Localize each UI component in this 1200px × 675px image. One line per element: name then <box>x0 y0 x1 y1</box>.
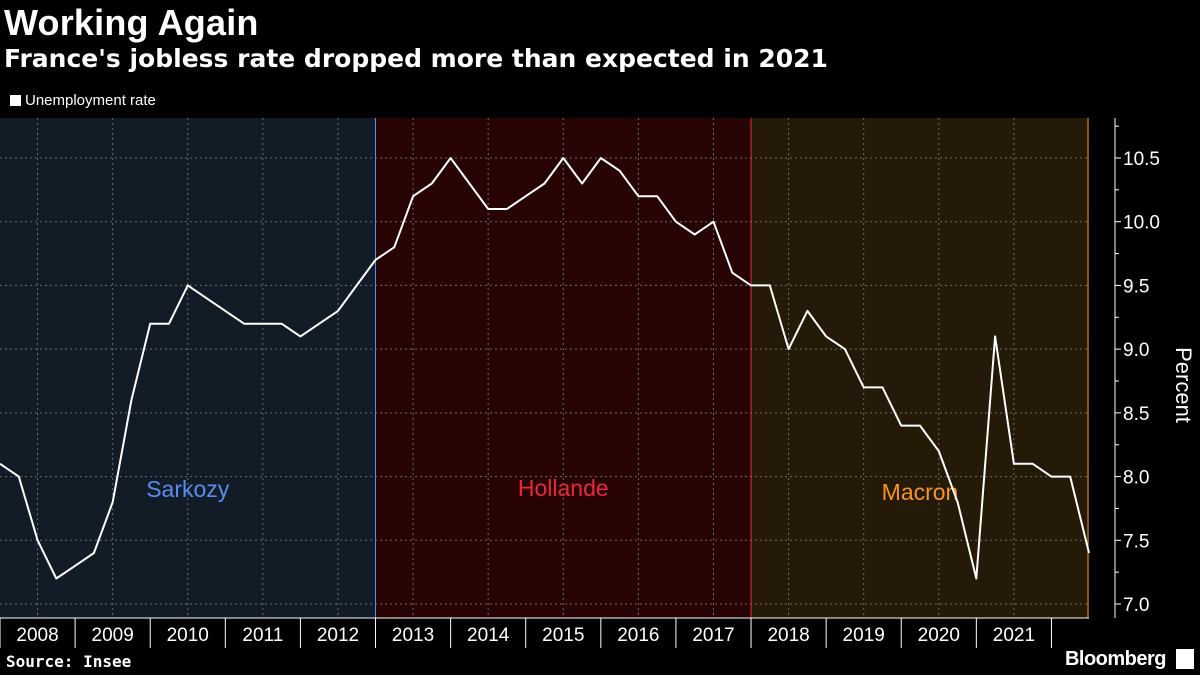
y-tick-label: 10.5 <box>1123 149 1160 170</box>
chart-subtitle: France's jobless rate dropped more than … <box>4 44 828 73</box>
y-tick-label: 7.5 <box>1123 531 1149 552</box>
chart-title: Working Again <box>4 2 259 43</box>
y-tick-label: 7.0 <box>1123 595 1149 616</box>
x-tick-label: 2008 <box>16 625 58 646</box>
era-label-hollande: Hollande <box>518 475 609 501</box>
source-note: Source: Insee <box>6 652 132 671</box>
x-tick-label: 2018 <box>767 625 809 646</box>
era-label-sarkozy: Sarkozy <box>146 476 230 502</box>
x-tick-label: 2017 <box>692 625 734 646</box>
y-tick-label: 8.0 <box>1123 468 1149 489</box>
era-band-macron <box>751 118 1089 618</box>
x-tick-label: 2013 <box>392 625 434 646</box>
era-label-macron: Macron <box>882 479 959 505</box>
legend: Unemployment rate <box>10 92 156 109</box>
x-tick-label: 2009 <box>92 625 134 646</box>
x-tick-label: 2020 <box>918 625 960 646</box>
x-tick-label: 2010 <box>167 625 209 646</box>
y-tick-label: 9.5 <box>1123 276 1149 297</box>
y-tick-label: 10.0 <box>1123 213 1160 234</box>
x-tick-label: 2011 <box>242 625 283 646</box>
x-tick-label: 2015 <box>542 625 584 646</box>
x-tick-label: 2012 <box>317 625 359 646</box>
x-tick-label: 2014 <box>467 625 510 646</box>
x-tick-label: 2016 <box>617 625 659 646</box>
bloomberg-icon <box>1176 649 1194 669</box>
x-tick-label: 2019 <box>843 625 885 646</box>
legend-swatch <box>10 95 21 106</box>
y-axis-label: Percent <box>1171 347 1196 423</box>
legend-label: Unemployment rate <box>25 92 156 109</box>
bloomberg-logo: Bloomberg <box>1064 648 1167 670</box>
x-tick-label: 2021 <box>993 625 1035 646</box>
y-tick-label: 9.0 <box>1123 340 1149 361</box>
y-tick-label: 8.5 <box>1123 404 1149 425</box>
